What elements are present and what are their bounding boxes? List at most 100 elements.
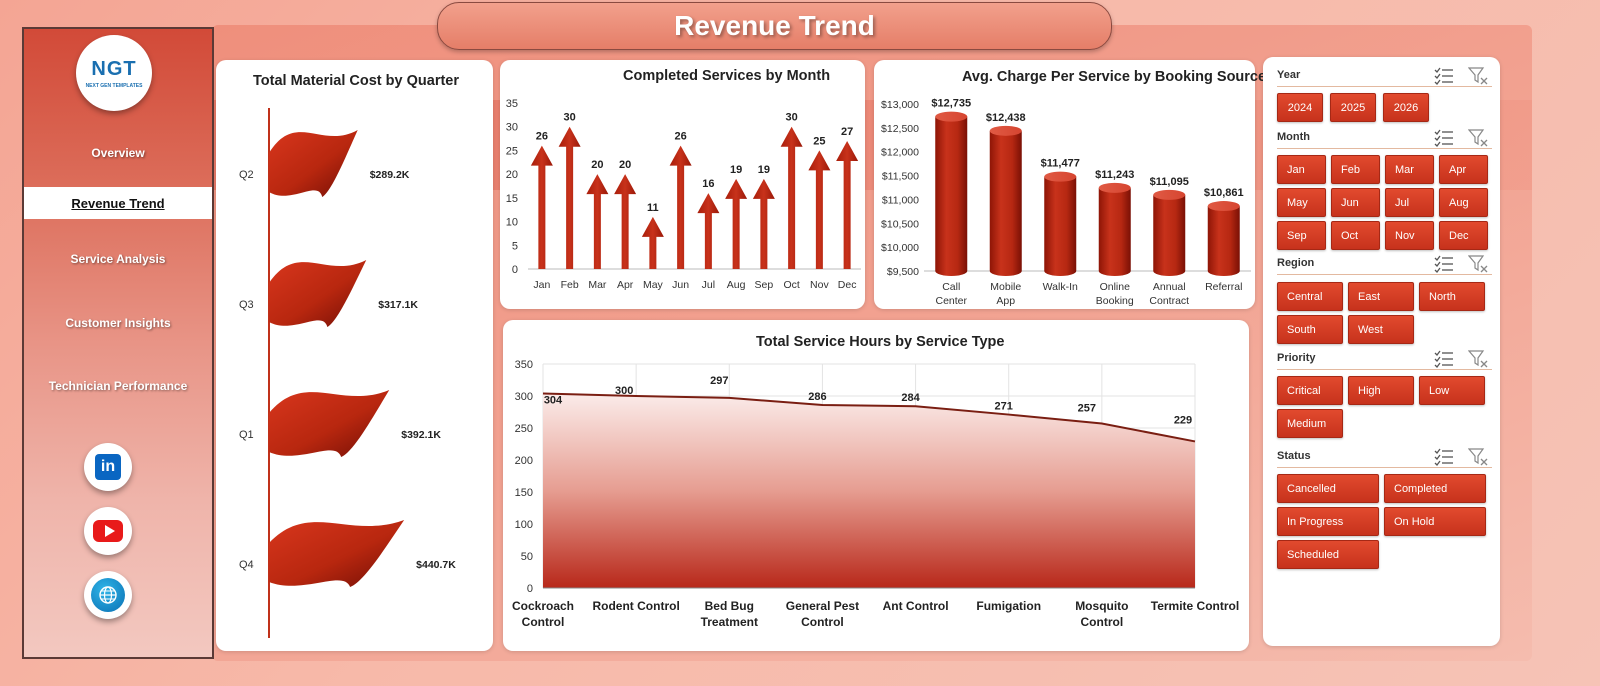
cylinder-bar	[1098, 187, 1131, 276]
slicer-option-month-feb[interactable]: Feb	[1331, 155, 1380, 184]
slicer-option-status-in-progress[interactable]: In Progress	[1277, 507, 1379, 536]
material-cost-chart: Q2 $289.2K Q3 $317.1K Q1 $392.1K Q4 $440.7K	[239, 108, 456, 638]
multi-select-icon[interactable]	[1434, 255, 1454, 278]
y-tick-label: 350	[515, 359, 533, 371]
slicer-option-month-jun[interactable]: Jun	[1331, 188, 1380, 217]
area-value-label: 257	[1078, 403, 1096, 415]
slicer-option-month-jul[interactable]: Jul	[1385, 188, 1434, 217]
area-category-label: Ant Control	[883, 599, 949, 613]
month-value-label: 11	[647, 202, 659, 214]
nav-item-service-analysis[interactable]: Service Analysis	[70, 252, 166, 266]
material-cost-title: Total Material Cost by Quarter	[253, 73, 459, 89]
nav-item-overview[interactable]: Overview	[91, 146, 145, 160]
slicer-option-month-nov[interactable]: Nov	[1385, 221, 1434, 250]
cylinder-bar	[1153, 194, 1186, 276]
slicer-option-month-apr[interactable]: Apr	[1439, 155, 1488, 184]
ngt-logo[interactable]: NGT NEXT GEN TEMPLATES	[76, 35, 152, 111]
clear-filter-icon[interactable]	[1467, 255, 1488, 278]
clear-filter-icon[interactable]	[1467, 448, 1488, 471]
flag-category-label: Q3	[239, 299, 254, 311]
flag-category-label: Q4	[239, 559, 254, 571]
month-value-label: 30	[786, 112, 798, 124]
clear-filter-icon[interactable]	[1467, 67, 1488, 90]
slicer-header-status: Status	[1277, 444, 1492, 468]
month-bar-feb	[558, 126, 581, 269]
slicer-option-status-cancelled[interactable]: Cancelled	[1277, 474, 1379, 503]
cylinder-bar	[1044, 176, 1077, 276]
slicer-option-month-mar[interactable]: Mar	[1385, 155, 1434, 184]
slicer-option-month-may[interactable]: May	[1277, 188, 1326, 217]
completed-services-title: Completed Services by Month	[623, 68, 831, 84]
multi-select-icon[interactable]	[1434, 350, 1454, 373]
month-category-label: Nov	[810, 279, 829, 291]
month-category-label: Feb	[561, 279, 579, 291]
slicer-option-status-completed[interactable]: Completed	[1384, 474, 1486, 503]
area-category-label: Fumigation	[976, 599, 1041, 613]
slicer-option-status-on-hold[interactable]: On Hold	[1384, 507, 1486, 536]
slicer-option-region-west[interactable]: West	[1348, 315, 1414, 344]
logo-subtitle: NEXT GEN TEMPLATES	[85, 82, 143, 89]
month-category-label: Jan	[533, 279, 550, 291]
month-value-label: 27	[841, 126, 853, 138]
flag-value-label: $317.1K	[378, 299, 418, 311]
multi-select-icon[interactable]	[1434, 129, 1454, 152]
month-value-label: 26	[536, 131, 548, 143]
logo-text: NGT	[91, 57, 137, 80]
cylinder-category-label: Walk-In	[1043, 281, 1078, 293]
flag-value-label: $392.1K	[401, 429, 441, 441]
cylinder-category-label: Booking	[1096, 295, 1134, 307]
y-tick-label: 30	[506, 122, 518, 134]
flag-bar-q3	[269, 260, 367, 327]
nav-item-customer-insights[interactable]: Customer Insights	[65, 316, 171, 330]
nav-item-revenue-trend[interactable]: Revenue Trend	[24, 187, 212, 219]
slicer-option-status-scheduled[interactable]: Scheduled	[1277, 540, 1379, 569]
cylinder-top	[1044, 171, 1077, 182]
cylinder-value-label: $12,438	[986, 112, 1026, 124]
clear-filter-icon[interactable]	[1467, 350, 1488, 373]
slicer-option-priority-high[interactable]: High	[1348, 376, 1414, 405]
clear-filter-icon[interactable]	[1467, 129, 1488, 152]
slicer-option-region-central[interactable]: Central	[1277, 282, 1343, 311]
month-bar-apr	[614, 174, 637, 269]
slicer-option-priority-low[interactable]: Low	[1419, 376, 1485, 405]
cylinder-category-label: Call	[942, 281, 960, 293]
slicer-option-month-aug[interactable]: Aug	[1439, 188, 1488, 217]
youtube-button[interactable]	[84, 507, 132, 555]
slicer-option-month-dec[interactable]: Dec	[1439, 221, 1488, 250]
cylinder-category-label: App	[996, 295, 1015, 307]
cylinder-category-label: Contract	[1149, 295, 1189, 307]
area-value-label: 300	[615, 385, 633, 397]
slicer-option-priority-medium[interactable]: Medium	[1277, 409, 1343, 438]
month-value-label: 26	[675, 131, 687, 143]
month-bar-jul	[697, 193, 720, 269]
slicer-option-priority-critical[interactable]: Critical	[1277, 376, 1343, 405]
avg-charge-title: Avg. Charge Per Service by Booking Sourc…	[962, 69, 1267, 85]
slicer-option-region-south[interactable]: South	[1277, 315, 1343, 344]
linkedin-button[interactable]: in	[84, 443, 132, 491]
month-category-label: Mar	[588, 279, 607, 291]
area-category-label: General Pest	[786, 599, 859, 613]
area-category-label: Control	[522, 615, 565, 629]
slicer-option-year-2025[interactable]: 2025	[1330, 93, 1376, 122]
service-hours-line	[542, 392, 1196, 443]
cylinder-top	[1098, 182, 1131, 193]
y-tick-label: $9,500	[887, 266, 919, 278]
slicer-option-month-sep[interactable]: Sep	[1277, 221, 1326, 250]
multi-select-icon[interactable]	[1434, 67, 1454, 90]
month-category-label: Sep	[755, 279, 774, 291]
slicer-option-region-east[interactable]: East	[1348, 282, 1414, 311]
website-button[interactable]	[84, 571, 132, 619]
service-hours-chart: 0 50 100 150 200 250 300 350 304 Cockroach Control…	[512, 359, 1239, 629]
flag-category-label: Q2	[239, 169, 254, 181]
slicer-option-month-jan[interactable]: Jan	[1277, 155, 1326, 184]
slicer-option-year-2026[interactable]: 2026	[1383, 93, 1429, 122]
slicer-option-month-oct[interactable]: Oct	[1331, 221, 1380, 250]
slicer-header-year: Year	[1277, 63, 1492, 87]
month-bar-may	[641, 216, 664, 269]
cylinder-top	[1153, 189, 1186, 200]
cylinder-top	[989, 125, 1022, 136]
nav-item-technician-performance[interactable]: Technician Performance	[48, 379, 188, 393]
multi-select-icon[interactable]	[1434, 448, 1454, 471]
slicer-option-year-2024[interactable]: 2024	[1277, 93, 1323, 122]
slicer-option-region-north[interactable]: North	[1419, 282, 1485, 311]
